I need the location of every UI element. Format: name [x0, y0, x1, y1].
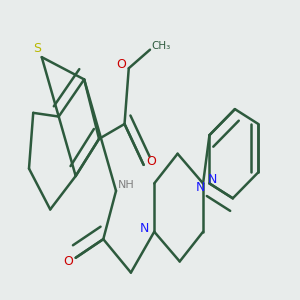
Text: NH: NH [118, 180, 135, 190]
Text: S: S [34, 42, 41, 55]
Text: N: N [140, 221, 150, 235]
Text: O: O [116, 58, 126, 71]
Text: O: O [146, 154, 156, 168]
Text: O: O [63, 255, 73, 268]
Text: N: N [195, 181, 205, 194]
Text: N: N [208, 173, 217, 186]
Text: CH₃: CH₃ [151, 41, 170, 51]
